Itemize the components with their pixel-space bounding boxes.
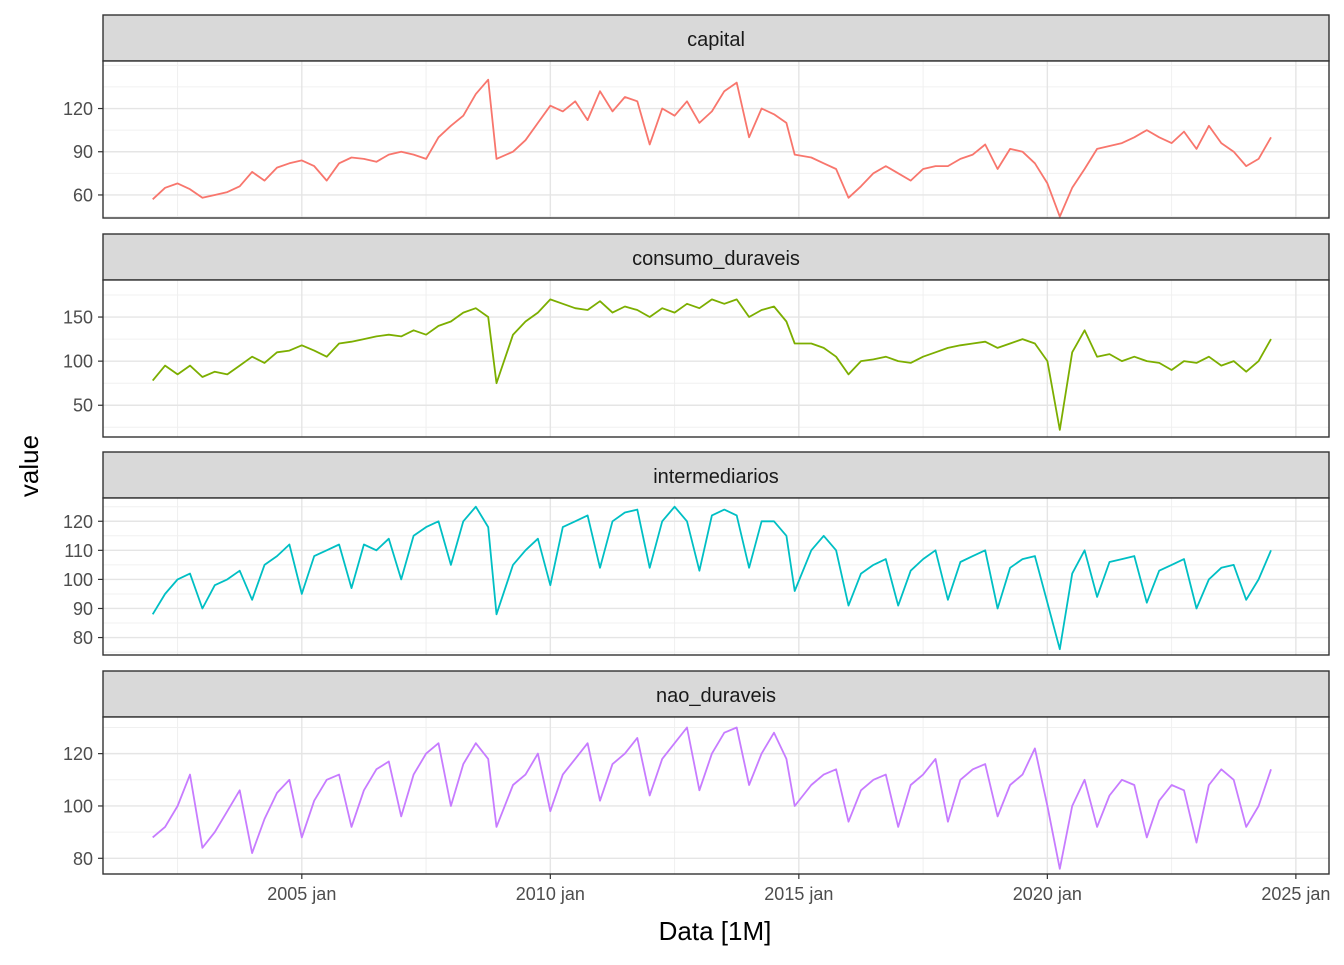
plot-background — [103, 280, 1329, 437]
y-tick-label: 60 — [73, 185, 93, 205]
facet-strip-label: consumo_duraveis — [632, 248, 800, 270]
y-tick-label: 110 — [64, 541, 93, 561]
y-tick-label: 120 — [63, 744, 93, 764]
y-tick-label: 100 — [63, 352, 93, 372]
series-line-consumo-duraveis — [152, 298, 1272, 431]
facet-strip — [102, 233, 1330, 281]
y-tick-label: 150 — [63, 308, 93, 328]
y-tick-label: 120 — [63, 99, 93, 119]
x-axis-title: Data [1M] — [659, 916, 772, 946]
y-tick-label: 90 — [73, 599, 93, 619]
x-tick-label: 2005 jan — [267, 884, 336, 904]
y-tick-label: 100 — [63, 570, 93, 590]
series-line-capital — [152, 78, 1272, 218]
y-tick-label: 50 — [73, 396, 93, 416]
y-tick-label: 120 — [63, 512, 93, 532]
panel-border — [102, 497, 1330, 656]
panel-intermediarios: intermediarios 80 90 100 110 120 — [63, 451, 1330, 656]
y-tick-label: 80 — [73, 628, 93, 648]
panel-nao-duraveis: nao_duraveis 80 100 120 2005 jan 2010 jan 2015… — [63, 670, 1330, 904]
panel-capital: capital 60 90 120 — [63, 14, 1330, 219]
y-tick-label: 100 — [63, 796, 93, 816]
x-tick-label: 2020 jan — [1013, 884, 1082, 904]
panel-border — [102, 716, 1330, 875]
y-tick-label: 80 — [73, 849, 93, 869]
panel-consumo-duraveis: consumo_duraveis 50 100 150 — [63, 233, 1330, 438]
facet-strip — [102, 670, 1330, 718]
series-line-intermediarios — [151, 505, 1272, 651]
x-tick-label: 2010 jan — [516, 884, 585, 904]
facet-strip-label: capital — [687, 29, 745, 51]
panel-border — [102, 279, 1330, 438]
y-axis-title: value — [14, 435, 44, 497]
x-tick-label: 2015 jan — [764, 884, 833, 904]
facet-strip — [102, 451, 1330, 499]
facet-strip-label: nao_duraveis — [656, 685, 776, 707]
x-tick-label: 2025 jan — [1261, 884, 1330, 904]
panel-border — [102, 60, 1330, 219]
series-line-nao-duraveis — [152, 726, 1272, 870]
facet-strip — [102, 14, 1330, 62]
y-tick-label: 90 — [73, 142, 93, 162]
plot-background — [103, 717, 1329, 874]
facet-strip-label: intermediarios — [653, 466, 779, 488]
